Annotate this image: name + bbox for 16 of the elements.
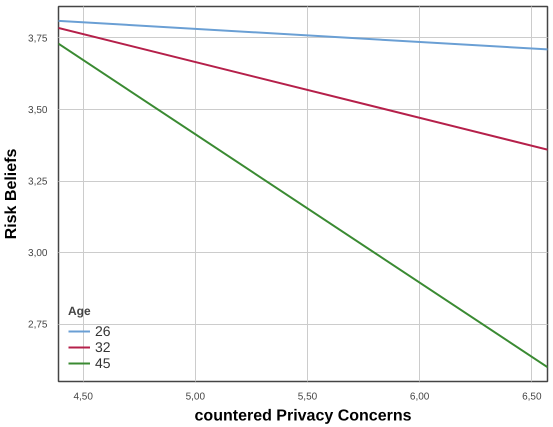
legend-title: Age (68, 304, 92, 318)
y-tick-label: 2,75 (28, 320, 48, 331)
x-tick-label: 6,50 (522, 392, 542, 402)
y-tick-label: 3,75 (28, 33, 48, 44)
y-axis-title: Risk Beliefs (3, 148, 20, 240)
legend-label: 45 (95, 355, 112, 371)
legend-label: 32 (95, 339, 112, 355)
x-axis-title: countered Privacy Concerns (194, 408, 412, 424)
y-tick-label: 3,50 (28, 105, 48, 116)
x-tick-label: 5,00 (186, 392, 206, 402)
legend-label: 26 (95, 323, 112, 339)
x-tick-label: 6,00 (410, 392, 430, 402)
x-tick-label: 5,50 (298, 392, 318, 402)
x-tick-label: 4,50 (73, 392, 94, 402)
y-tick-label: 3,25 (28, 176, 48, 188)
y-tick-label: 3,00 (28, 248, 48, 260)
